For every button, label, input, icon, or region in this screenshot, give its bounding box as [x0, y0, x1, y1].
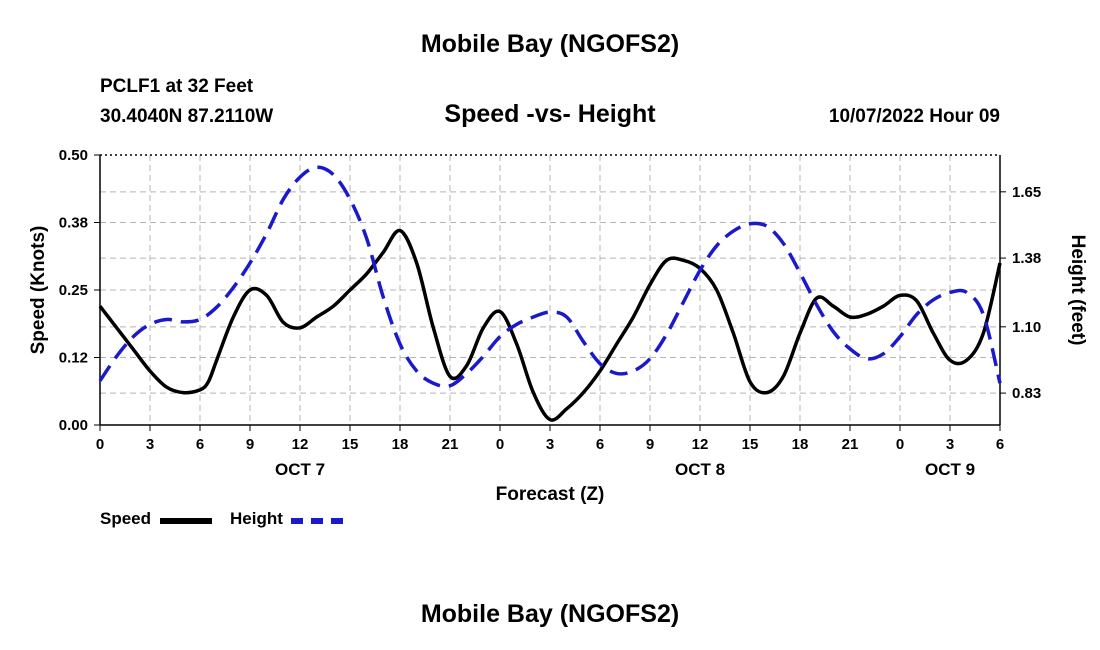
x-axis-title: Forecast (Z) [496, 484, 605, 505]
chart-title: Mobile Bay (NGOFS2) [420, 30, 680, 58]
y-axis-title: Speed (Knots) [28, 226, 49, 355]
y-tick-label: 0.00 [59, 417, 88, 434]
x-tick-label: 15 [342, 436, 359, 453]
x-tick-label: 12 [292, 436, 309, 453]
legend-height-swatch [291, 518, 343, 524]
x-tick-label: 3 [946, 436, 954, 453]
station-label: PCLF1 at 32 Feet [100, 76, 254, 97]
repeated-chart-title: Mobile Bay (NGOFS2) [420, 600, 680, 628]
x-tick-label: 6 [596, 436, 604, 453]
x-tick-label: 18 [392, 436, 409, 453]
x-tick-label: 3 [546, 436, 554, 453]
y-tick-label: 0.12 [59, 350, 88, 367]
x-tick-label: 3 [146, 436, 154, 453]
y2-tick-label: 1.10 [1012, 319, 1041, 336]
y-tick-label: 0.25 [59, 282, 88, 299]
y2-tick-label: 1.38 [1012, 250, 1041, 267]
legend-height-label: Height [230, 509, 283, 528]
x-tick-label: 6 [996, 436, 1004, 453]
x-tick-label: 21 [842, 436, 859, 453]
x-tick-label: 21 [442, 436, 459, 453]
x-tick-label: 0 [496, 436, 504, 453]
legend-speed-label: Speed [100, 509, 152, 528]
forecast-datetime: 10/07/2022 Hour 09 [828, 106, 1000, 127]
chart-subtitle: Speed -vs- Height [444, 100, 656, 128]
y2-axis-title: Height (feet) [1067, 235, 1088, 346]
height-series-line [98, 165, 1002, 389]
legend-speed-swatch [160, 518, 212, 524]
x-tick-label: 0 [896, 436, 904, 453]
y-tick-label: 0.50 [59, 147, 88, 164]
x-tick-label: 12 [692, 436, 709, 453]
x-tick-label: 6 [196, 436, 204, 453]
x-tick-label: 15 [742, 436, 759, 453]
day-label: OCT 9 [925, 460, 975, 479]
x-tick-label: 9 [246, 436, 254, 453]
day-label: OCT 7 [275, 460, 325, 479]
y-tick-label: 0.38 [59, 215, 88, 232]
x-tick-label: 9 [646, 436, 654, 453]
x-tick-label: 18 [792, 436, 809, 453]
x-tick-label: 0 [96, 436, 104, 453]
y2-tick-label: 0.83 [1012, 385, 1041, 402]
day-label: OCT 8 [675, 460, 725, 479]
y2-tick-label: 1.65 [1012, 184, 1041, 201]
speed-series-line [98, 228, 1002, 422]
station-coordinates: 30.4040N 87.2110W [100, 106, 274, 127]
